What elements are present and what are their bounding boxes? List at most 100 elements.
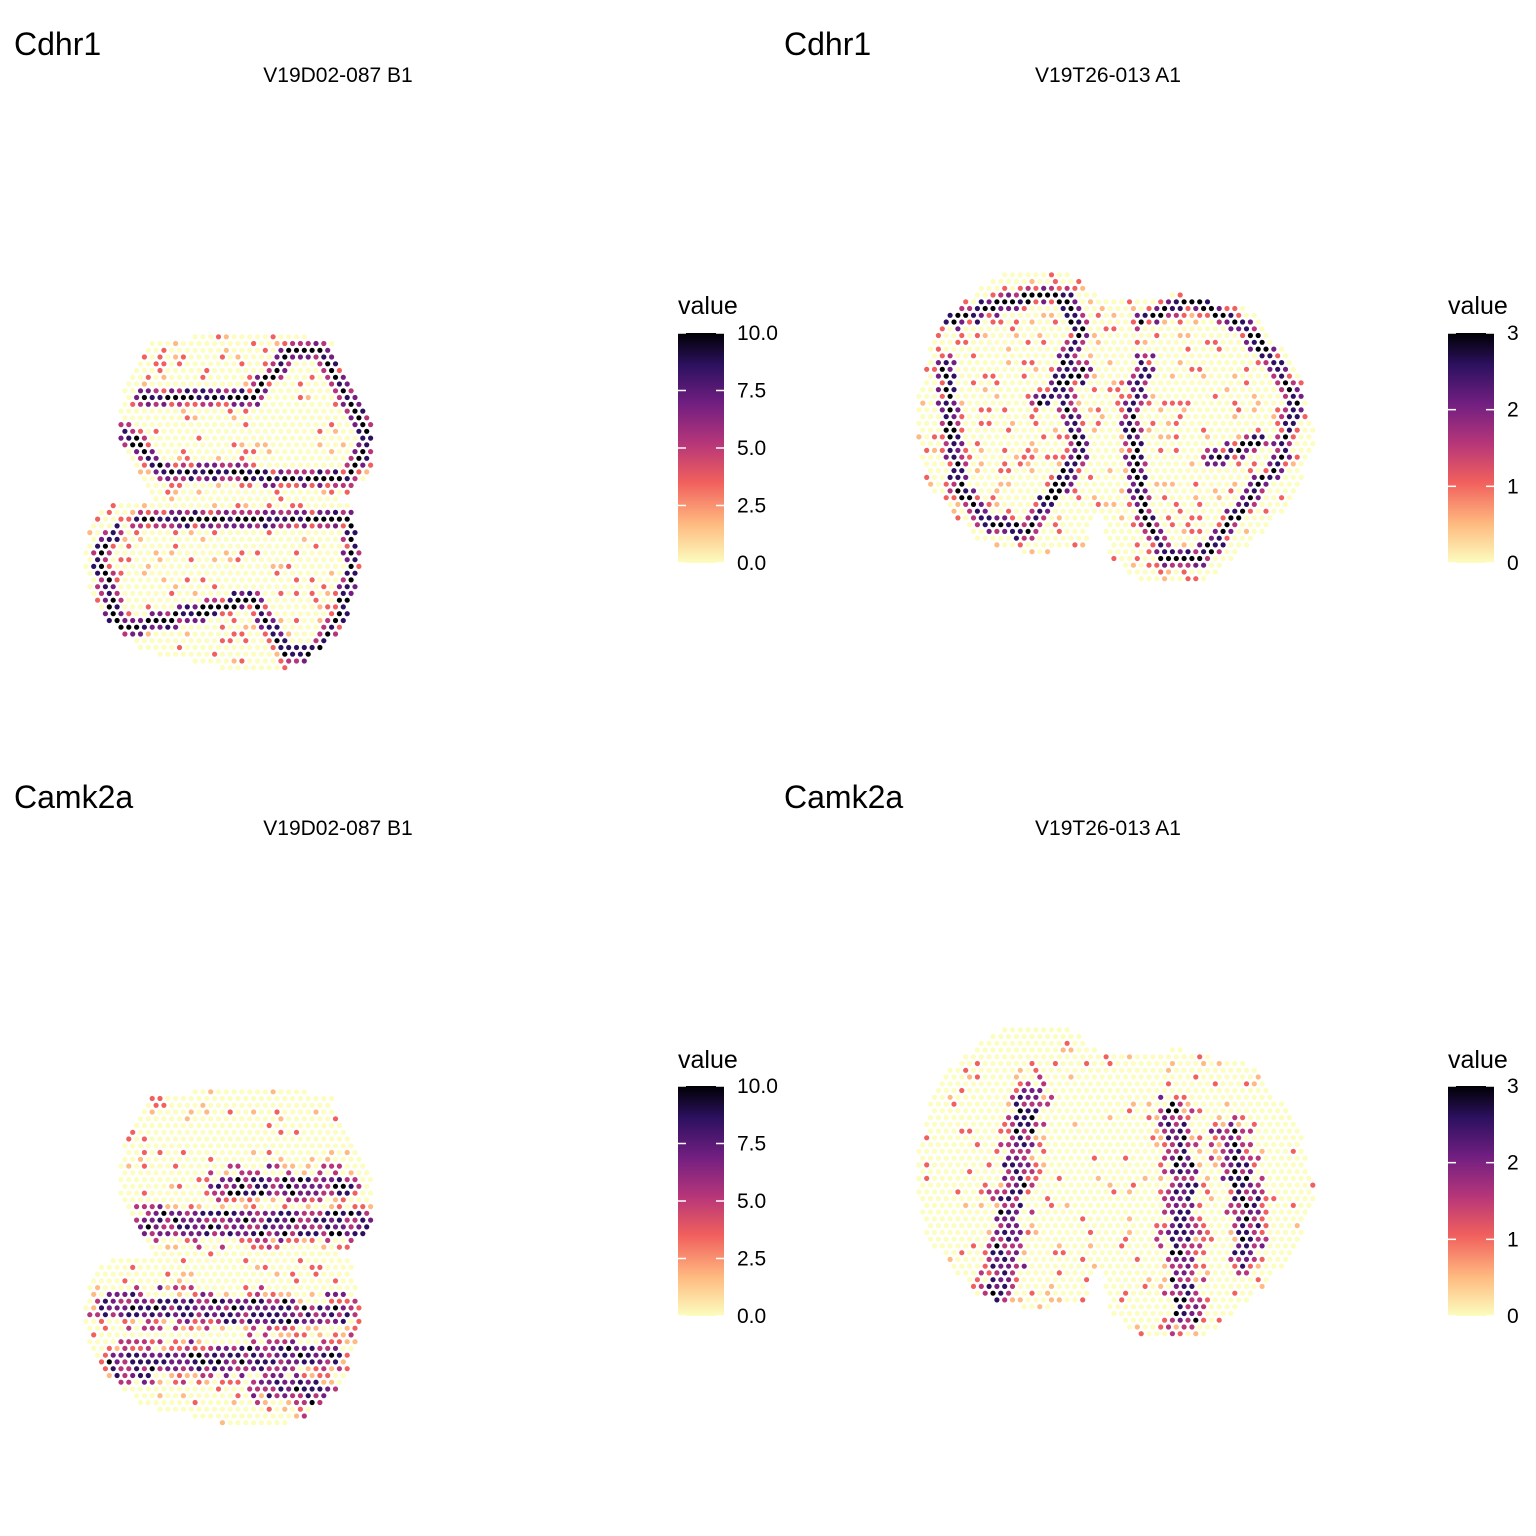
- spot: [1165, 555, 1172, 562]
- spot: [122, 401, 128, 407]
- spot: [1158, 542, 1164, 548]
- spot: [278, 1278, 284, 1284]
- spot: [200, 1332, 206, 1338]
- spot: [297, 1393, 303, 1399]
- spot: [1220, 434, 1226, 440]
- spot: [157, 1285, 163, 1291]
- spot: [180, 1204, 186, 1210]
- spot: [161, 347, 167, 353]
- spot: [188, 422, 194, 428]
- spot: [188, 624, 194, 630]
- spot: [1286, 387, 1292, 393]
- spot: [963, 1054, 969, 1060]
- spot: [1033, 528, 1039, 535]
- spot: [356, 455, 362, 461]
- spot: [286, 1251, 292, 1257]
- spot: [293, 401, 300, 407]
- spot: [184, 1143, 190, 1149]
- spot: [266, 1095, 272, 1102]
- spot: [180, 1352, 186, 1358]
- spot: [1033, 407, 1039, 413]
- spot: [1279, 400, 1285, 406]
- spot: [204, 1190, 210, 1196]
- spot: [297, 651, 303, 657]
- spot: [239, 550, 245, 556]
- spot: [1154, 468, 1160, 474]
- spot: [947, 366, 953, 372]
- spot: [978, 488, 984, 494]
- spot: [305, 435, 311, 441]
- spot: [145, 1399, 151, 1406]
- spot: [970, 353, 977, 359]
- spot: [1247, 468, 1253, 474]
- spot: [266, 557, 272, 563]
- spot: [192, 1224, 198, 1230]
- spot: [1037, 360, 1043, 366]
- spot: [262, 658, 268, 664]
- spot: [118, 1325, 124, 1331]
- spot: [1271, 468, 1277, 474]
- spot: [106, 577, 112, 583]
- spot: [317, 361, 323, 367]
- spot: [935, 427, 942, 433]
- spot: [161, 1224, 167, 1230]
- spot: [231, 644, 237, 651]
- spot: [130, 1305, 136, 1311]
- spot: [106, 509, 112, 515]
- spot: [1123, 535, 1129, 541]
- spot: [149, 1379, 155, 1385]
- spot: [1189, 353, 1195, 359]
- spot: [998, 278, 1004, 285]
- legend-tick-label: 3: [1507, 322, 1519, 345]
- spot: [278, 415, 284, 421]
- spot: [1115, 387, 1121, 393]
- spot: [153, 1224, 159, 1230]
- spot: [188, 408, 194, 414]
- spot: [1290, 366, 1296, 372]
- spot: [928, 468, 934, 474]
- spot: [219, 543, 225, 549]
- spot: [935, 387, 942, 393]
- spot: [184, 1102, 190, 1108]
- spot: [1286, 414, 1292, 420]
- spot: [1099, 427, 1105, 433]
- spot: [1232, 414, 1238, 420]
- spot: [247, 1251, 253, 1257]
- spot: [247, 1197, 253, 1203]
- spot: [239, 1143, 245, 1149]
- spot: [137, 1332, 144, 1338]
- spot: [270, 1224, 276, 1230]
- spot: [1243, 461, 1250, 467]
- spot: [1236, 393, 1242, 399]
- spot: [254, 1129, 261, 1135]
- spot: [169, 415, 175, 421]
- spot: [1177, 562, 1183, 568]
- spot: [1271, 427, 1277, 433]
- spot: [258, 462, 264, 468]
- panel-title: Cdhr1: [14, 26, 101, 62]
- spot: [293, 1359, 300, 1365]
- spot: [184, 536, 190, 543]
- spot: [1169, 1074, 1175, 1080]
- spot: [149, 530, 155, 536]
- spot: [262, 1278, 268, 1284]
- spot: [176, 1345, 183, 1351]
- spot: [258, 1325, 264, 1331]
- spot: [293, 415, 300, 421]
- spot: [149, 1285, 155, 1291]
- spot: [301, 415, 307, 421]
- spot: [153, 1116, 159, 1122]
- spot: [313, 1366, 319, 1372]
- spot: [1150, 1054, 1156, 1060]
- spot: [180, 367, 186, 374]
- spot: [1158, 447, 1164, 453]
- panel-subtitle: V19D02-087 B1: [263, 64, 412, 87]
- spot: [227, 503, 233, 509]
- spot: [1220, 461, 1226, 467]
- spot: [297, 543, 303, 549]
- spot: [1165, 447, 1172, 453]
- spot: [184, 1129, 190, 1135]
- spot: [204, 651, 210, 657]
- spot: [169, 631, 175, 637]
- spot: [1142, 299, 1148, 305]
